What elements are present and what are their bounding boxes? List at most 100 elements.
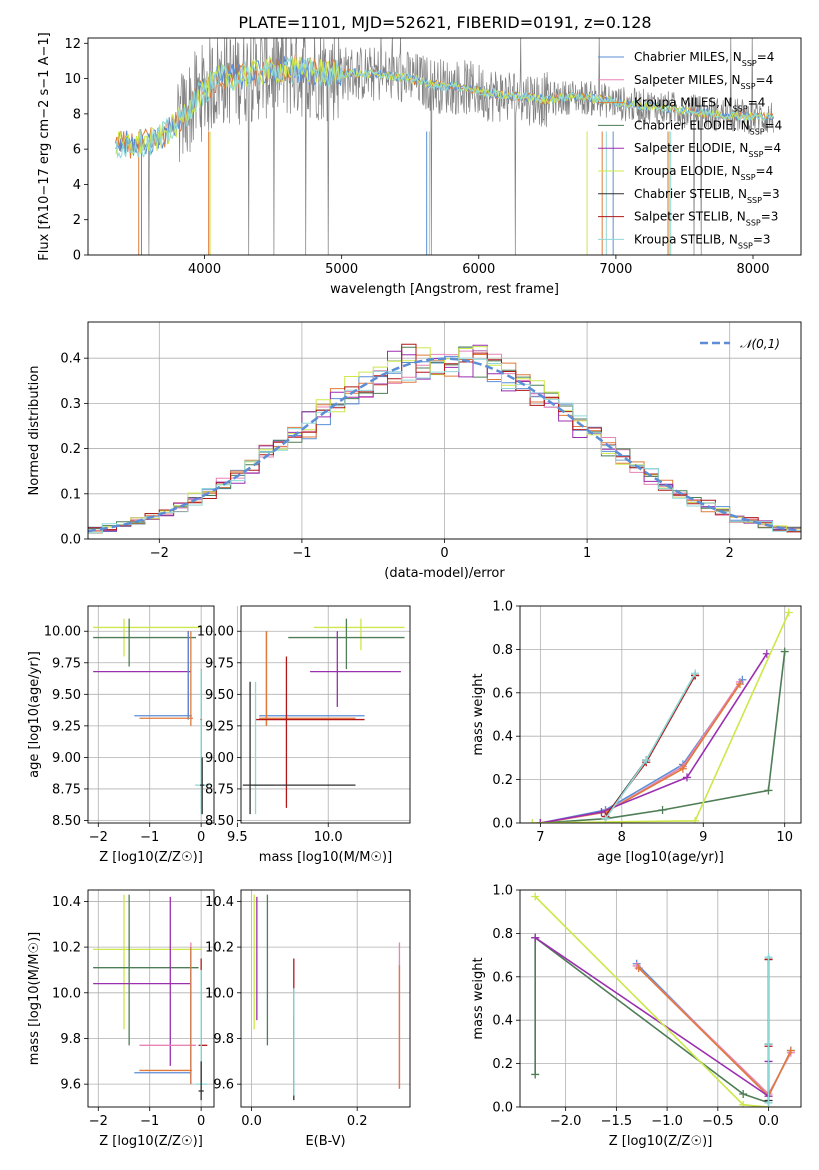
- errorbar-point: [139, 947, 192, 1085]
- x-axis-label: Z [log10(Z/Z☉)]: [99, 1134, 203, 1149]
- y-tick-label: 10.00: [44, 625, 81, 640]
- series-marker: [531, 892, 540, 901]
- series-marker: [634, 964, 643, 973]
- y-tick-label: 0.6: [492, 970, 513, 985]
- y-tick-label: 9.50: [52, 688, 81, 703]
- panel-mass_vs_EBV: 0.0 0.2 9.6 9.8 10.0 10.2 10.4 E(B-V): [205, 889, 411, 1149]
- y-tick-label: 0.0: [492, 817, 513, 832]
- series-marker: [691, 669, 700, 678]
- x-tick-label: −0.5: [702, 1114, 734, 1129]
- x-tick-label: 10: [776, 830, 793, 845]
- series-marker: [528, 819, 537, 823]
- x-tick-label: 5000: [325, 262, 358, 277]
- errorbar-point: [93, 631, 191, 720]
- axes-frame: [519, 605, 802, 824]
- y-tick-label: 4: [73, 178, 81, 193]
- y-tick-label: 10.2: [205, 941, 234, 956]
- series-marker: [784, 608, 793, 617]
- x-tick-label: 0: [197, 830, 205, 845]
- series-marker: [642, 756, 651, 765]
- plot-area-residuals: [88, 343, 801, 534]
- axes-frame: [519, 889, 802, 1108]
- series-marker: [764, 1040, 773, 1049]
- y-tick-label: 1.0: [492, 884, 513, 899]
- y-tick-label: 9.25: [52, 719, 81, 734]
- x-tick-label: 6000: [462, 262, 495, 277]
- x-axis-label: Z [log10(Z/Z☉)]: [609, 1134, 713, 1149]
- y-tick-label: 2: [73, 213, 81, 228]
- x-tick-label: 0.0: [758, 1114, 779, 1129]
- legend-label: Chabrier STELIB, NSSP=3: [634, 187, 780, 205]
- legend-label: Salpeter STELIB, NSSP=3: [634, 210, 778, 228]
- spectrum-model-line: [115, 54, 774, 155]
- panel-spectrum: 4000 5000 6000 7000 8000 0 2 4 6 8 10 12 wavelength …: [37, 32, 802, 297]
- series-marker: [739, 1089, 748, 1098]
- errorbar-point: [198, 958, 208, 1085]
- errorbar-point: [139, 631, 193, 726]
- errorbar-point: [288, 618, 405, 670]
- x-tick-label: 7000: [599, 262, 632, 277]
- x-tick-label: 0: [197, 1114, 205, 1129]
- legend-label: 𝒩(0,1): [740, 337, 780, 351]
- panel-weight_vs_age: 7 8 9 10 0.0 0.2 0.4 0.6 0.8 1.0 age [log10(age/yr…: [471, 600, 802, 865]
- x-tick-label: 10.0: [314, 830, 343, 845]
- y-tick-label: 0.4: [492, 1014, 513, 1029]
- series-line: [534, 936, 769, 1104]
- y-axis-label: age [log10(age/yr)]: [27, 651, 42, 778]
- axes-frame: [240, 605, 411, 824]
- errorbar-point: [93, 894, 199, 1046]
- x-tick-label: 0: [440, 546, 448, 561]
- y-tick-label: 10.4: [52, 895, 81, 910]
- y-tick-label: 0.1: [60, 487, 81, 502]
- axes-frame: [87, 605, 215, 824]
- y-tick-label: 0.0: [60, 533, 81, 548]
- y-tick-label: 10.0: [52, 986, 81, 1001]
- panel-age_vs_mass: 9.5 10.0 8.50 8.75 9.00 9.25 9.50 9.75 10.00 mass…: [197, 605, 411, 865]
- axes-frame: [87, 37, 802, 256]
- grid-weight_vs_age: [520, 605, 801, 824]
- x-tick-label: 0.0: [241, 1114, 262, 1129]
- y-tick-label: 9.50: [205, 688, 234, 703]
- x-tick-label: 0.2: [347, 1114, 368, 1129]
- errorbar-point: [251, 681, 274, 815]
- y-tick-label: 0.2: [492, 1057, 513, 1072]
- x-axis-label: Z [log10(Z/Z☉)]: [99, 850, 203, 865]
- x-tick-label: 4000: [188, 262, 221, 277]
- x-tick-label: −2: [150, 546, 169, 561]
- y-tick-label: 10.00: [197, 625, 234, 640]
- y-tick-label: 9.00: [52, 751, 81, 766]
- x-axis-label: wavelength [Angstrom, rest frame]: [330, 282, 559, 297]
- x-axis-label: (data-model)/error: [384, 566, 505, 581]
- series-line: [540, 683, 741, 823]
- y-tick-label: 0.8: [492, 643, 513, 658]
- series-marker: [597, 808, 606, 817]
- x-axis-label: E(B-V): [305, 1134, 345, 1149]
- legend-label: Kroupa STELIB, NSSP=3: [634, 232, 771, 250]
- y-tick-label: 9.75: [52, 656, 81, 671]
- series-marker: [764, 953, 773, 962]
- panel-weight_vs_Z: −2.0 −1.5 −1.0 −0.5 0.0 0.0 0.2 0.4 0.6 0.8 1.0 Z […: [471, 884, 802, 1149]
- y-tick-label: 1.0: [492, 600, 513, 615]
- series-line: [534, 895, 769, 1107]
- legend-label: Kroupa MILES, NSSP=4: [634, 96, 765, 114]
- series-line: [540, 651, 786, 823]
- series-marker: [658, 805, 667, 814]
- y-tick-label: 0.6: [492, 686, 513, 701]
- legend-label: Kroupa ELODIE, NSSP=4: [634, 164, 773, 182]
- errorbar-point: [255, 656, 365, 808]
- y-tick-label: 0.4: [60, 352, 81, 367]
- y-tick-label: 0: [73, 249, 81, 264]
- plot-area-age_vs_mass: [242, 618, 405, 815]
- series-marker: [735, 680, 744, 689]
- y-tick-label: 8.50: [52, 814, 81, 829]
- y-axis-label: mass weight: [471, 673, 486, 755]
- series-line: [534, 937, 770, 1098]
- errorbar-point: [200, 757, 205, 815]
- x-tick-label: 1: [583, 546, 591, 561]
- errorbar-point: [93, 896, 191, 1066]
- x-tick-label: −1: [140, 830, 159, 845]
- x-tick-label: 2: [726, 546, 734, 561]
- errorbar-point: [259, 631, 365, 726]
- axes-frame: [87, 321, 802, 540]
- series-marker: [531, 933, 540, 942]
